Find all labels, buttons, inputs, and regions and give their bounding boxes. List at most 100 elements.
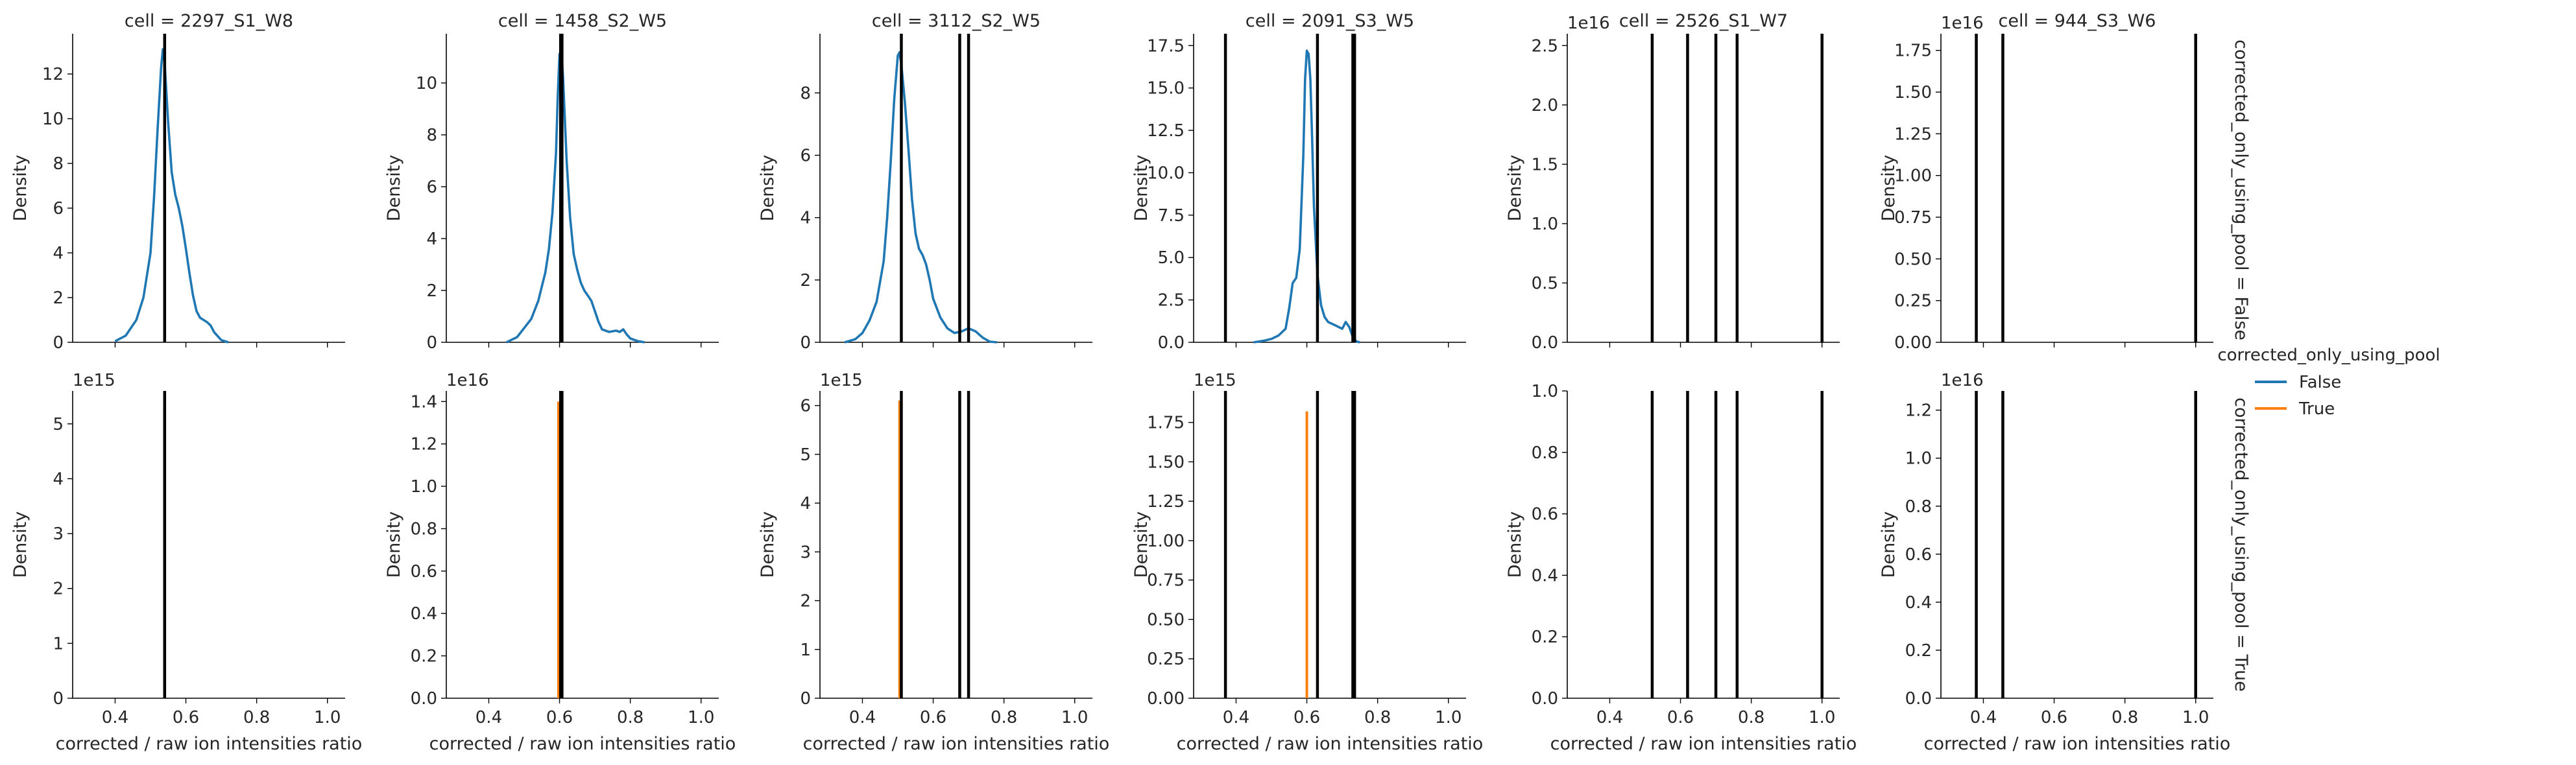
y-axis-label: Density	[1131, 155, 1151, 222]
y-tick-label: 0.25	[1894, 292, 1932, 311]
y-tick-label: 0.0	[1158, 333, 1185, 353]
panel-title: cell = 2091_S3_W5	[1246, 11, 1414, 31]
x-axis-label: corrected / raw ion intensities ratio	[803, 734, 1110, 754]
y-tick-label: 1.50	[1894, 83, 1932, 102]
y-tick-label: 5	[800, 445, 811, 465]
y-tick-label: 2.5	[1158, 291, 1185, 311]
x-tick-label: 0.8	[617, 708, 644, 727]
x-tick-label: 0.8	[991, 708, 1017, 727]
y-offset-text: 1e16	[1567, 14, 1610, 33]
panel-0-2: 0 2 4 6 8 Density cell = 3112_S2_W5	[758, 11, 1092, 353]
x-tick-label: 0.6	[920, 708, 946, 727]
y-tick-label: 8	[800, 84, 811, 103]
y-tick-label: 3	[53, 524, 64, 544]
y-axis-label: Density	[758, 155, 778, 222]
y-axis-label: Density	[10, 512, 30, 578]
legend: corrected_only_using_pool False True	[2217, 346, 2440, 419]
panel-0-4: 0.0 0.5 1.0 1.5 2.0 2.5 Density cell = 2526_S1_…	[1505, 11, 1840, 353]
x-axis-label: corrected / raw ion intensities ratio	[1177, 734, 1484, 754]
x-axis-label: corrected / raw ion intensities ratio	[1924, 734, 2231, 754]
x-tick-label: 0.8	[1364, 708, 1391, 727]
row-label-false: corrected_only_using_pool = False	[2231, 40, 2251, 340]
y-tick-label: 0.75	[1147, 571, 1185, 591]
y-tick-label: 1.50	[1147, 453, 1185, 472]
y-tick-label: 1	[53, 634, 64, 653]
y-tick-label: 0.00	[1894, 333, 1932, 353]
y-tick-label: 4	[800, 494, 811, 513]
x-tick-label: 1.0	[2182, 708, 2209, 727]
x-axis-label: corrected / raw ion intensities ratio	[56, 734, 363, 754]
x-tick-label: 0.4	[849, 708, 876, 727]
y-tick-label: 0.50	[1147, 610, 1185, 630]
y-tick-label: 0.0	[1905, 689, 1932, 709]
y-tick-label: 0.00	[1147, 689, 1185, 709]
x-tick-label: 1.0	[314, 708, 341, 727]
y-tick-label: 1.0	[1532, 215, 1558, 234]
y-tick-label: 0.6	[411, 562, 437, 582]
x-axis-label: corrected / raw ion intensities ratio	[1550, 734, 1857, 754]
x-tick-label: 0.6	[1294, 708, 1320, 727]
panel-0-1: 0 2 4 6 8 10 Density cell = 1458_S2_W5	[384, 11, 719, 353]
y-offset-text: 1e16	[1941, 14, 1984, 33]
y-tick-label: 1.2	[411, 435, 437, 454]
y-tick-label: 7.5	[1158, 206, 1185, 226]
panel-title: cell = 1458_S2_W5	[498, 11, 667, 31]
y-tick-label: 2	[53, 288, 64, 308]
y-tick-label: 2	[800, 592, 811, 611]
x-tick-label: 0.4	[475, 708, 502, 727]
y-tick-label: 8	[53, 154, 64, 174]
y-tick-label: 0.2	[1532, 628, 1558, 647]
y-tick-label: 1.0	[1905, 449, 1932, 469]
kde-curve	[114, 48, 229, 344]
y-tick-label: 0.75	[1894, 208, 1932, 228]
y-tick-label: 6	[800, 397, 811, 416]
x-tick-label: 0.4	[1970, 708, 1997, 727]
y-tick-label: 0.8	[1905, 497, 1932, 517]
panel-title: cell = 2526_S1_W7	[1619, 11, 1788, 31]
panel-1-3: 0.00 0.25 0.50 0.75 1.00 1.25 1.50 1.75 0.4 0.6 0.…	[1131, 371, 1483, 754]
x-tick-label: 1.0	[1435, 708, 1462, 727]
y-tick-label: 2.0	[1532, 96, 1558, 115]
y-tick-label: 1.00	[1147, 532, 1185, 551]
legend-entry-false: False	[2255, 373, 2341, 392]
x-tick-label: 0.8	[243, 708, 270, 727]
y-tick-label: 1.25	[1894, 124, 1932, 144]
y-tick-label: 0.2	[1905, 641, 1932, 661]
y-tick-label: 10	[42, 110, 64, 129]
y-tick-label: 4	[426, 230, 437, 249]
y-tick-label: 1.75	[1894, 41, 1932, 61]
x-tick-label: 0.4	[1596, 708, 1623, 727]
y-axis-label: Density	[1879, 155, 1899, 222]
y-tick-label: 12	[42, 65, 64, 84]
panel-1-2: 0 1 2 3 4 5 6 0.4 0.6 0.8 1.0 Density corrected / ra…	[758, 371, 1109, 754]
y-tick-label: 17.5	[1147, 36, 1185, 56]
y-tick-label: 0	[53, 689, 64, 709]
y-tick-label: 2.5	[1532, 36, 1558, 56]
y-tick-label: 0.25	[1147, 650, 1185, 669]
y-tick-label: 1.5	[1532, 155, 1558, 174]
y-tick-label: 0	[426, 333, 437, 353]
y-tick-label: 1.0	[1532, 382, 1558, 401]
y-tick-label: 0.4	[1532, 566, 1558, 585]
panel-title: cell = 3112_S2_W5	[872, 11, 1041, 31]
panel-1-5: 0.0 0.2 0.4 0.6 0.8 1.0 1.2 0.4 0.6 0.8 1.0 Density…	[1879, 371, 2230, 754]
x-tick-label: 1.0	[1061, 708, 1088, 727]
y-axis-label: Density	[384, 512, 404, 578]
y-tick-label: 15.0	[1147, 79, 1185, 99]
panel-title: cell = 944_S3_W6	[1999, 11, 2156, 31]
x-tick-label: 1.0	[688, 708, 714, 727]
y-tick-label: 2	[800, 271, 811, 290]
x-tick-label: 0.8	[1738, 708, 1764, 727]
y-tick-label: 3	[800, 543, 811, 562]
y-tick-label: 0.6	[1532, 505, 1558, 524]
y-tick-label: 1.0	[411, 477, 437, 497]
y-axis-label: Density	[384, 155, 404, 222]
x-tick-label: 0.4	[1223, 708, 1249, 727]
row-label-true: corrected_only_using_pool = True	[2231, 397, 2251, 692]
y-tick-label: 0.50	[1894, 250, 1932, 269]
y-tick-label: 10.0	[1147, 163, 1185, 183]
y-tick-label: 0	[800, 333, 811, 353]
panel-0-0: 0 2 4 6 8 10 12 Density cell = 2297_S1_W8	[10, 11, 345, 353]
y-axis-label: Density	[1131, 512, 1151, 578]
